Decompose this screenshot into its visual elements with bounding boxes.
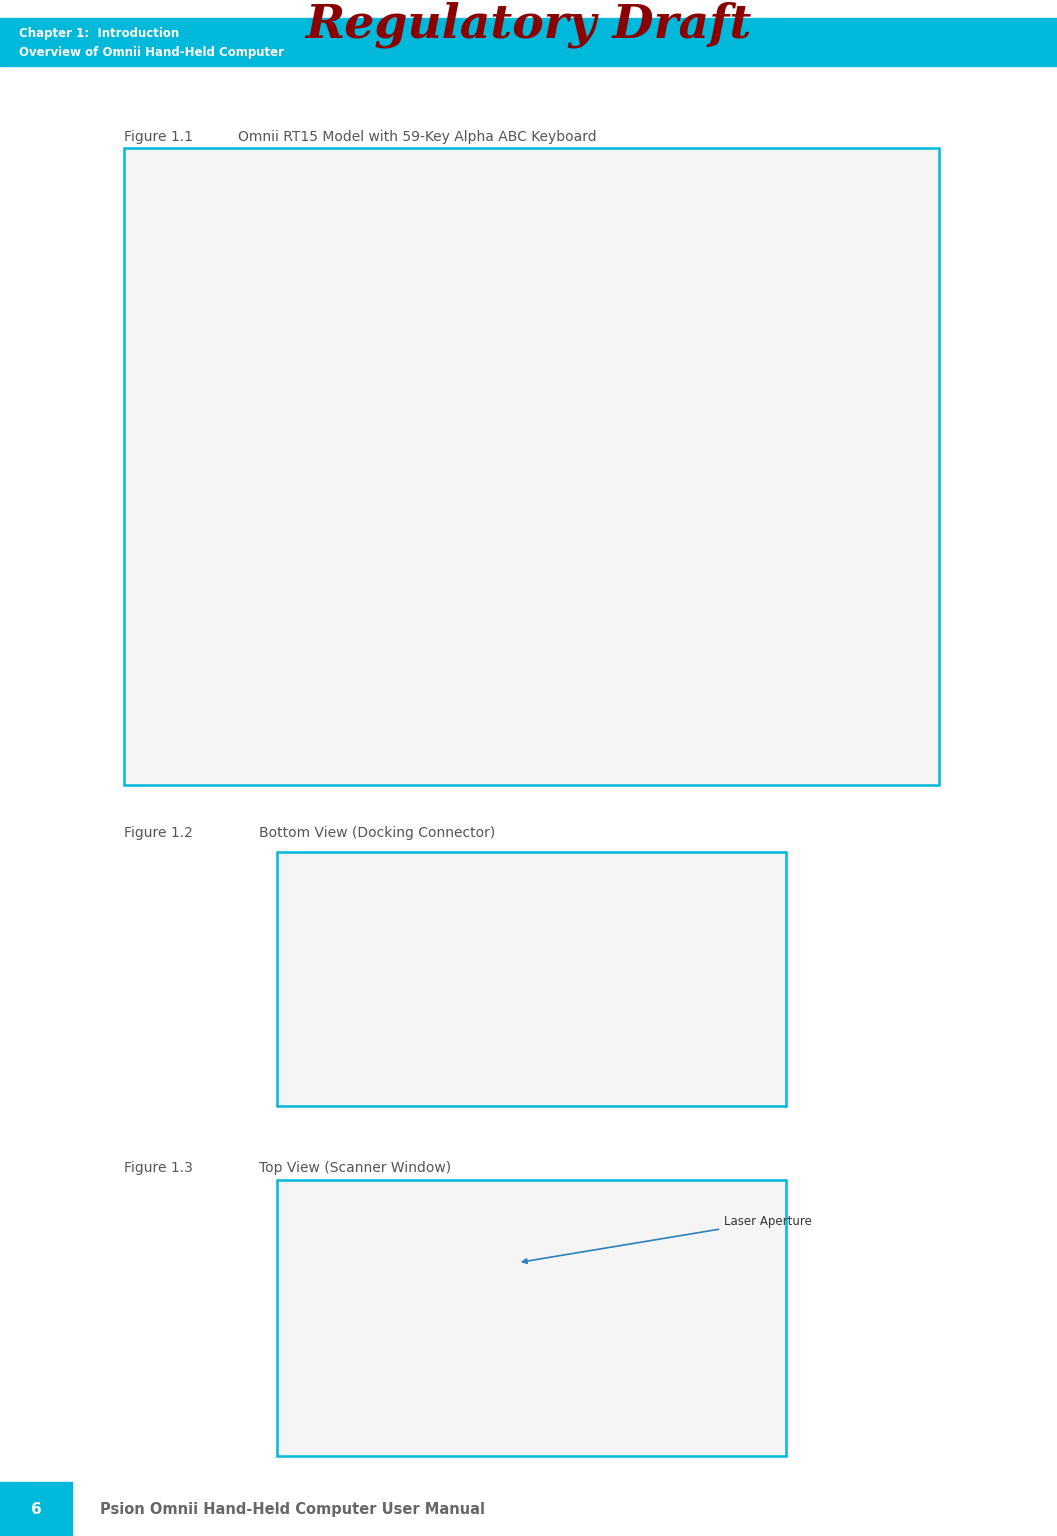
Text: Figure 1.2: Figure 1.2 [124, 826, 192, 840]
Text: Regulatory Draft: Regulatory Draft [305, 2, 752, 48]
Text: 6: 6 [31, 1502, 41, 1516]
Text: Figure 1.1: Figure 1.1 [124, 131, 192, 144]
Text: Laser Aperture: Laser Aperture [522, 1215, 812, 1263]
Bar [277, 1180, 786, 1456]
Bar [125, 149, 940, 785]
Bar [0, 18, 1057, 66]
Bar [0, 1482, 72, 1536]
Text: Psion Omnii Hand-Held Computer User Manual: Psion Omnii Hand-Held Computer User Manu… [100, 1502, 485, 1516]
Text: Overview of Omnii Hand-Held Computer: Overview of Omnii Hand-Held Computer [19, 46, 284, 58]
Text: Chapter 1:  Introduction: Chapter 1: Introduction [19, 26, 180, 40]
Text: Top View (Scanner Window): Top View (Scanner Window) [259, 1161, 451, 1175]
Text: Figure 1.3: Figure 1.3 [124, 1161, 192, 1175]
Text: Bottom View (Docking Connector): Bottom View (Docking Connector) [259, 826, 496, 840]
Text: Omnii RT15 Model with 59-Key Alpha ABC Keyboard: Omnii RT15 Model with 59-Key Alpha ABC K… [238, 131, 596, 144]
Bar [277, 851, 786, 1106]
